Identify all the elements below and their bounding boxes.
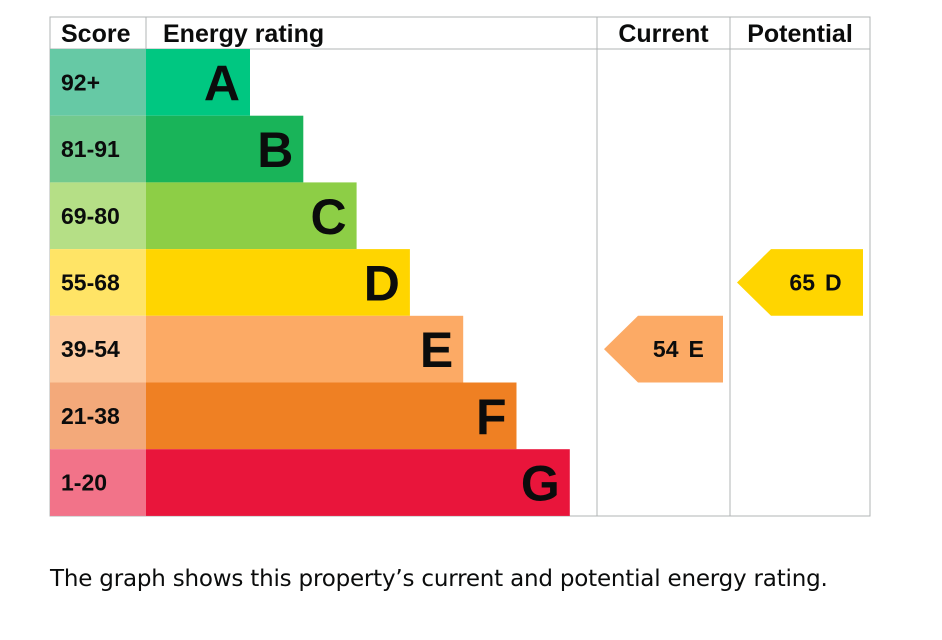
score-cell-f — [50, 382, 146, 450]
header-energy-rating: Energy rating — [163, 20, 324, 48]
rating-bar-a — [146, 49, 250, 116]
score-label-a: 92+ — [61, 69, 100, 95]
score-label-g: 1-20 — [61, 470, 107, 496]
rating-bar-b — [146, 115, 304, 183]
chart-caption: The graph shows this property’s current … — [50, 566, 828, 592]
rating-bar-e — [146, 315, 464, 383]
score-label-e: 39-54 — [61, 336, 120, 362]
rating-bar-d — [146, 249, 410, 316]
score-label-b: 81-91 — [61, 136, 120, 162]
score-cell-d — [50, 249, 146, 316]
score-cell-a — [50, 49, 146, 116]
rating-letter-e: E — [420, 322, 453, 378]
current-rating-value: 54 — [653, 336, 679, 362]
rating-bar-g — [146, 449, 570, 516]
rating-bar-f — [146, 382, 517, 450]
rating-letter-a: A — [204, 55, 240, 111]
potential-rating-arrow — [737, 249, 863, 316]
score-cell-g — [50, 449, 146, 516]
score-cell-c — [50, 182, 146, 250]
score-cell-b — [50, 115, 146, 183]
rating-letter-f: F — [476, 389, 507, 445]
rating-letter-g: G — [521, 456, 560, 512]
score-cell-e — [50, 315, 146, 383]
score-label-f: 21-38 — [61, 403, 120, 429]
score-label-c: 69-80 — [61, 203, 120, 229]
potential-rating-value: 65 — [789, 269, 815, 295]
score-label-d: 55-68 — [61, 269, 120, 295]
header-current: Current — [618, 20, 709, 48]
rating-letter-d: D — [364, 255, 400, 311]
energy-rating-chart: Score Energy rating Current Potential 92+ A 81… — [49, 16, 871, 517]
current-rating-letter: E — [689, 336, 704, 362]
header-potential: Potential — [747, 20, 853, 48]
rating-letter-c: C — [310, 189, 346, 245]
rating-letter-b: B — [257, 122, 293, 178]
current-rating-arrow — [604, 315, 723, 383]
rating-bar-c — [146, 182, 357, 250]
potential-rating-letter: D — [825, 269, 842, 295]
header-score: Score — [61, 20, 131, 48]
